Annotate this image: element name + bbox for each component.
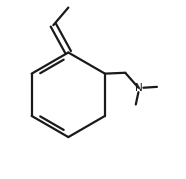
Text: N: N xyxy=(134,83,142,93)
